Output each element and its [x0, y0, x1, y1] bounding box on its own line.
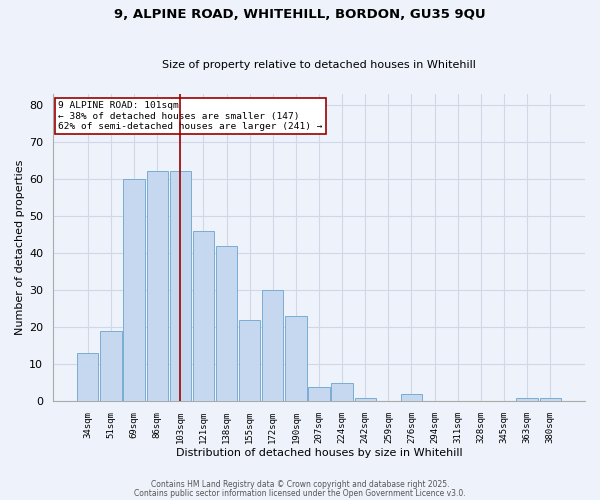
Bar: [355, 398, 376, 402]
Bar: [124, 179, 145, 402]
Bar: [308, 386, 329, 402]
Bar: [216, 246, 237, 402]
Text: 9 ALPINE ROAD: 101sqm
← 38% of detached houses are smaller (147)
62% of semi-det: 9 ALPINE ROAD: 101sqm ← 38% of detached …: [58, 101, 323, 131]
X-axis label: Distribution of detached houses by size in Whitehill: Distribution of detached houses by size …: [176, 448, 463, 458]
Bar: [285, 316, 307, 402]
Bar: [77, 353, 98, 402]
Bar: [193, 230, 214, 402]
Y-axis label: Number of detached properties: Number of detached properties: [15, 160, 25, 335]
Bar: [170, 172, 191, 402]
Bar: [100, 331, 122, 402]
Bar: [539, 398, 561, 402]
Bar: [239, 320, 260, 402]
Bar: [146, 172, 168, 402]
Text: Contains HM Land Registry data © Crown copyright and database right 2025.: Contains HM Land Registry data © Crown c…: [151, 480, 449, 489]
Title: Size of property relative to detached houses in Whitehill: Size of property relative to detached ho…: [162, 60, 476, 70]
Text: 9, ALPINE ROAD, WHITEHILL, BORDON, GU35 9QU: 9, ALPINE ROAD, WHITEHILL, BORDON, GU35 …: [114, 8, 486, 20]
Text: Contains public sector information licensed under the Open Government Licence v3: Contains public sector information licen…: [134, 488, 466, 498]
Bar: [517, 398, 538, 402]
Bar: [262, 290, 283, 402]
Bar: [401, 394, 422, 402]
Bar: [331, 383, 353, 402]
